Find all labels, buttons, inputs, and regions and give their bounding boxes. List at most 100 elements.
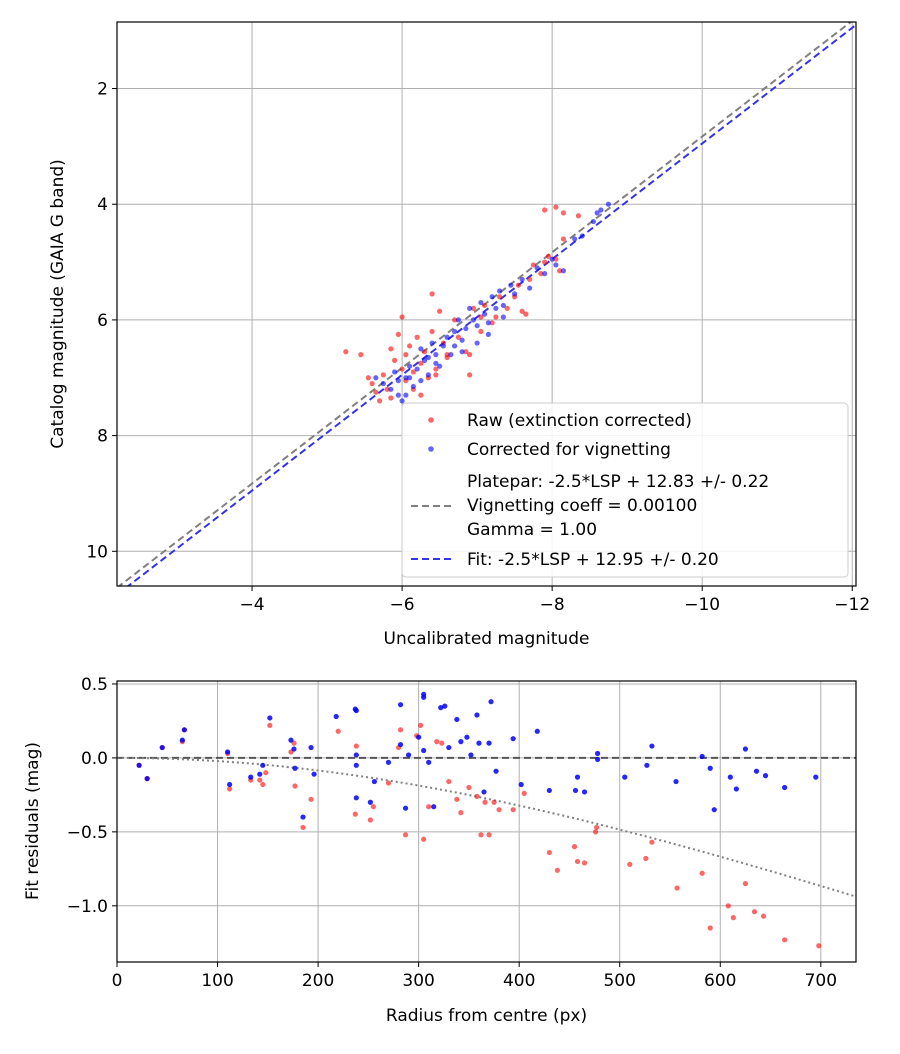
y-tick-label: 0.5 <box>81 675 108 695</box>
raw-point <box>557 268 563 274</box>
corrected-residual-point <box>257 771 263 777</box>
corrected-residual-point <box>442 703 448 709</box>
raw-residual-point <box>730 915 736 921</box>
corrected-point <box>482 311 488 317</box>
corrected-residual-point <box>476 740 482 746</box>
x-tick-label: 200 <box>302 971 334 991</box>
raw-residual-point <box>454 796 460 802</box>
corrected-point <box>406 375 413 381</box>
corrected-residual-point <box>431 804 437 810</box>
raw-point <box>410 369 416 375</box>
raw-residual-point <box>546 849 552 856</box>
corrected-point <box>594 210 600 216</box>
fit-line-platepar <box>117 22 853 586</box>
corrected-point <box>437 363 443 369</box>
corrected-point <box>493 305 499 311</box>
raw-residual-point <box>478 832 484 838</box>
corrected-point <box>395 392 401 398</box>
raw-point <box>429 291 435 297</box>
raw-point <box>418 360 424 366</box>
corrected-point <box>512 291 518 297</box>
y-axis-ticks-bottom: 0.5 0.0 −0.5 −1.0 <box>67 675 117 917</box>
corrected-point <box>527 285 533 291</box>
corrected-residual-point <box>454 716 460 723</box>
raw-point <box>553 204 559 210</box>
corrected-residual-point <box>581 789 588 795</box>
corrected-point <box>500 314 506 320</box>
raw-point <box>560 236 567 242</box>
corrected-residual-point <box>416 734 422 740</box>
raw-residual-point <box>782 937 788 943</box>
corrected-residual-point <box>397 702 404 708</box>
raw-residual-point <box>335 728 341 734</box>
raw-residual-point <box>699 870 705 876</box>
corrected-point <box>519 276 525 283</box>
raw-point <box>560 210 567 216</box>
raw-residual-point <box>742 881 749 887</box>
legend-label-platepar-1: Platepar: -2.5*LSP + 12.83 +/- 0.22 <box>467 472 769 492</box>
corrected-point <box>500 302 506 309</box>
raw-residual-point <box>418 722 424 728</box>
corrected-residual-point <box>248 774 254 780</box>
corrected-residual-point <box>782 784 788 791</box>
corrected-residual-point <box>426 759 432 765</box>
corrected-residual-point <box>353 762 359 768</box>
raw-point <box>542 207 548 213</box>
raw-residual-point <box>402 832 409 838</box>
raw-residual-point <box>367 817 373 823</box>
corrected-residual-point <box>644 762 650 768</box>
raw-residual-point <box>227 786 233 792</box>
raw-point <box>538 271 544 277</box>
raw-residual-point <box>491 799 497 805</box>
corrected-residual-point <box>753 768 760 774</box>
corrected-residual-point <box>574 774 581 780</box>
corrected-point <box>572 236 578 242</box>
corrected-residual-point <box>292 765 298 771</box>
raw-point <box>433 372 439 378</box>
raw-point <box>467 352 473 358</box>
raw-residual-point <box>466 784 472 791</box>
corrected-residual-point <box>421 747 427 754</box>
axes-frame-bottom <box>116 680 857 963</box>
corrected-point <box>598 207 604 213</box>
corrected-residual-point <box>288 737 294 743</box>
corrected-residual-point <box>488 699 494 705</box>
corrected-residual-point <box>595 756 601 762</box>
raw-residual-point <box>426 804 432 810</box>
corrected-residual-point <box>518 781 524 788</box>
corrected-residual-point <box>385 759 392 765</box>
raw-point <box>384 386 390 392</box>
x-tick-label: −10 <box>684 595 720 615</box>
corrected-point <box>467 305 473 311</box>
raw-residual-point <box>592 829 599 835</box>
raw-point <box>575 213 582 219</box>
corrected-residual-point <box>438 705 444 711</box>
raw-residual-point <box>581 860 588 866</box>
x-axis-label-bottom: Radius from centre (px) <box>386 1006 587 1026</box>
raw-residual-point <box>446 778 452 785</box>
legend-label-raw: Raw (extinction corrected) <box>467 411 692 431</box>
corrected-point <box>410 383 416 390</box>
raw-point <box>422 349 428 355</box>
raw-point <box>463 349 469 355</box>
corrected-residual-point <box>595 750 601 757</box>
corrected-point <box>406 363 413 369</box>
scatter-points-top <box>343 201 612 404</box>
corrected-residual-point <box>353 752 359 758</box>
corrected-point <box>429 340 435 346</box>
raw-point <box>376 398 383 404</box>
x-tick-label: −12 <box>834 595 870 615</box>
raw-point <box>429 328 435 335</box>
corrected-point <box>459 337 465 343</box>
raw-residual-point <box>421 836 427 842</box>
raw-point <box>391 357 398 363</box>
corrected-residual-point <box>421 694 427 700</box>
scatter-points-bottom <box>136 691 822 949</box>
raw-residual-point <box>816 943 822 949</box>
raw-residual-point <box>353 743 359 749</box>
corrected-residual-point <box>144 776 150 782</box>
corrected-residual-point <box>227 781 233 788</box>
y-tick-label: −0.5 <box>67 823 108 843</box>
corrected-point <box>448 352 454 358</box>
